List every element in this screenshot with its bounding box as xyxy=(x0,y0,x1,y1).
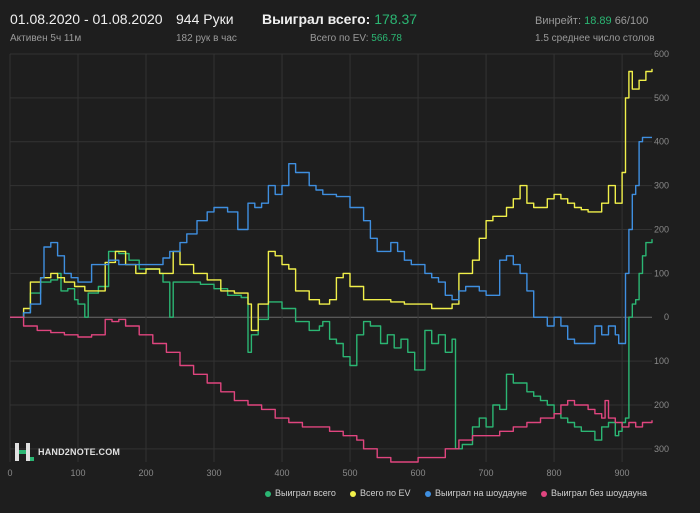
legend-label: Выиграл на шоудауне xyxy=(435,488,527,498)
x-tick-label: 300 xyxy=(207,468,222,478)
active-time: Активен 5ч 11м xyxy=(10,33,82,44)
won-total: Выиграл всего: 178.37 xyxy=(262,11,417,27)
ev-total-label: Всего по EV: xyxy=(310,33,369,44)
x-tick-label: 200 xyxy=(139,468,154,478)
stats-header: 01.08.2020 - 01.08.2020 Активен 5ч 11м 9… xyxy=(0,0,700,50)
legend-label: Выиграл без шоудауна xyxy=(551,488,647,498)
legend-dot xyxy=(350,490,356,497)
series-line-3 xyxy=(10,316,653,463)
x-tick-label: 600 xyxy=(411,468,426,478)
y-tick-label: 100 xyxy=(654,268,669,278)
series-line-0 xyxy=(10,239,653,450)
x-tick-label: 900 xyxy=(615,468,630,478)
legend-item-won-no-showdown[interactable]: Выиграл без шоудауна xyxy=(541,488,647,498)
chart-grid xyxy=(9,53,652,462)
y-tick-label: 500 xyxy=(654,93,669,103)
won-total-value: 178.37 xyxy=(374,11,418,27)
ev-total: Всего по EV: 566.78 xyxy=(310,33,402,44)
x-tick-label: 700 xyxy=(479,468,494,478)
hands-count: 944 Руки xyxy=(176,11,234,27)
legend-dot xyxy=(541,490,547,497)
legend-dot xyxy=(425,490,431,497)
legend-label: Выиграл всего xyxy=(275,488,336,498)
x-tick-label: 800 xyxy=(547,468,562,478)
date-range: 01.08.2020 - 01.08.2020 xyxy=(10,11,163,27)
legend-item-won-total[interactable]: Выиграл всего xyxy=(265,488,336,498)
won-total-label: Выиграл всего: xyxy=(262,11,371,27)
winrate-suffix: 66/100 xyxy=(614,15,649,27)
legend-item-won-showdown[interactable]: Выиграл на шоудауне xyxy=(425,488,527,498)
x-tick-label: 0 xyxy=(7,468,12,478)
hands-per-hour: 182 рук в час xyxy=(176,33,237,44)
y-tick-label: 600 xyxy=(654,49,669,59)
legend-dot xyxy=(265,490,271,497)
chart-legend: Выиграл всего Всего по EV Выиграл на шоу… xyxy=(0,488,700,502)
x-tick-label: 100 xyxy=(70,468,85,478)
winrate-value: 18.89 xyxy=(584,15,612,27)
ev-total-value: 566.78 xyxy=(371,33,402,44)
y-tick-label: 0 xyxy=(664,312,669,322)
y-tick-label: 300 xyxy=(654,444,669,454)
x-tick-label: 500 xyxy=(343,468,358,478)
y-tick-label: 300 xyxy=(654,181,669,191)
winrate: Винрейт: 18.89 66/100 xyxy=(535,15,648,27)
chart-ticks: 600 500 400 300 200 100 0 100 200 300 0 100 200 300 40… xyxy=(7,49,669,478)
legend-label: Всего по EV xyxy=(360,488,411,498)
x-tick-label: 400 xyxy=(275,468,290,478)
winrate-label: Винрейт: xyxy=(535,15,582,27)
y-tick-label: 400 xyxy=(654,137,669,147)
legend-item-ev-total[interactable]: Всего по EV xyxy=(350,488,410,498)
y-tick-label: 100 xyxy=(654,356,669,366)
y-tick-label: 200 xyxy=(654,400,669,410)
y-tick-label: 200 xyxy=(654,224,669,234)
series-line-1 xyxy=(10,68,653,332)
tables-average: 1.5 среднее число столов xyxy=(535,33,655,44)
chart-lines xyxy=(10,68,653,463)
hand2note-logo-text: HAND2NOTE.COM xyxy=(38,447,121,457)
series-line-2 xyxy=(10,136,652,345)
hand2note-logo-icon xyxy=(15,443,34,461)
